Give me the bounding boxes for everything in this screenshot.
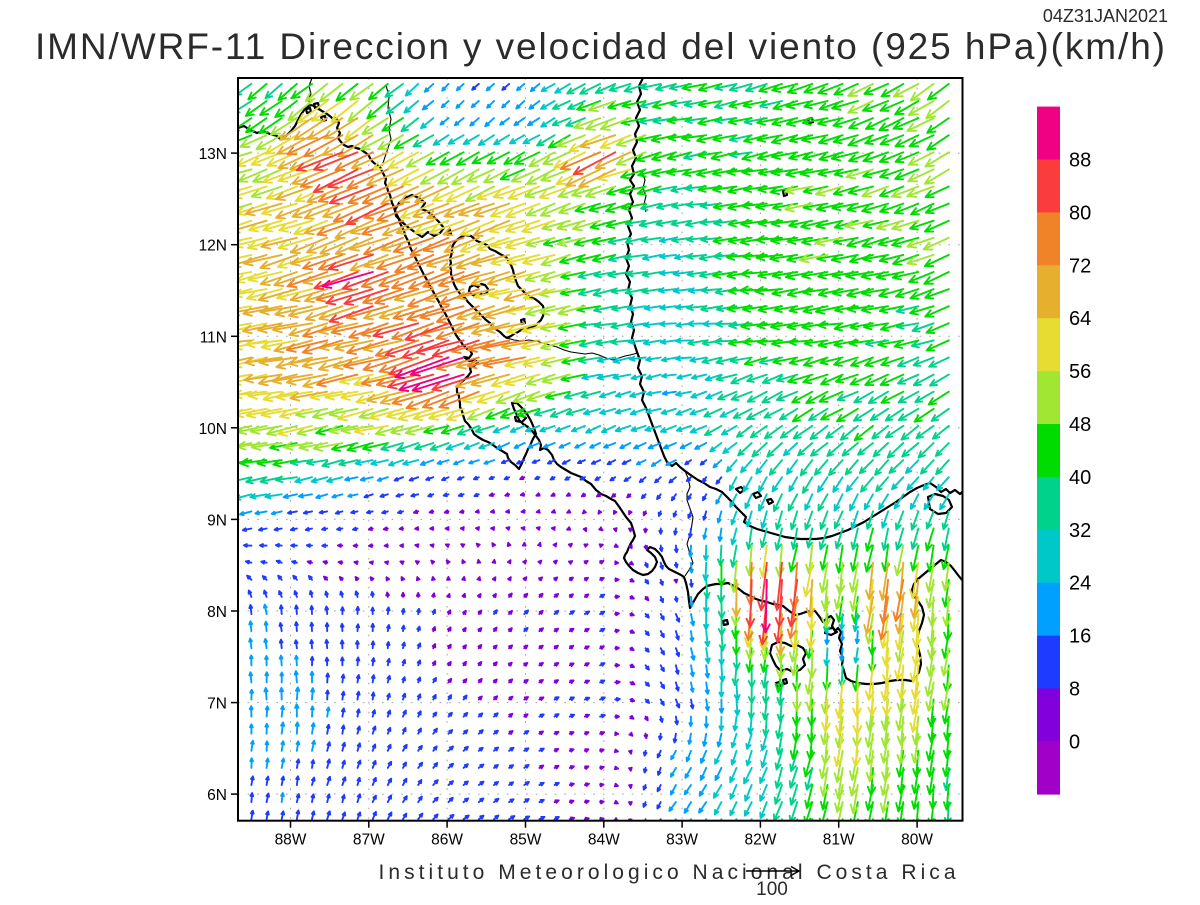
svg-text:64: 64 bbox=[1069, 308, 1091, 330]
svg-text:7N: 7N bbox=[207, 696, 227, 713]
svg-text:8N: 8N bbox=[207, 604, 227, 621]
svg-text:11N: 11N bbox=[200, 329, 227, 346]
svg-text:88W: 88W bbox=[275, 832, 307, 849]
svg-text:8: 8 bbox=[1069, 679, 1080, 701]
svg-text:24: 24 bbox=[1069, 573, 1091, 595]
svg-text:85W: 85W bbox=[510, 832, 542, 849]
svg-text:87W: 87W bbox=[353, 832, 385, 849]
svg-text:84W: 84W bbox=[588, 832, 620, 849]
svg-text:0: 0 bbox=[1069, 731, 1080, 753]
svg-text:82W: 82W bbox=[744, 832, 776, 849]
svg-text:13N: 13N bbox=[199, 146, 227, 163]
svg-text:56: 56 bbox=[1069, 361, 1091, 383]
svg-text:6N: 6N bbox=[207, 787, 227, 804]
svg-text:32: 32 bbox=[1069, 520, 1091, 542]
svg-text:48: 48 bbox=[1069, 414, 1091, 436]
svg-text:16: 16 bbox=[1069, 626, 1091, 648]
svg-text:86W: 86W bbox=[431, 832, 463, 849]
svg-text:04Z31JAN2021: 04Z31JAN2021 bbox=[1043, 6, 1168, 26]
svg-text:12N: 12N bbox=[199, 238, 227, 255]
svg-text:80W: 80W bbox=[901, 832, 933, 849]
svg-text:81W: 81W bbox=[823, 832, 855, 849]
svg-text:40: 40 bbox=[1069, 467, 1091, 489]
svg-text:100: 100 bbox=[756, 879, 788, 900]
svg-text:80: 80 bbox=[1069, 202, 1091, 224]
svg-text:10N: 10N bbox=[199, 421, 227, 438]
svg-text:83W: 83W bbox=[666, 832, 698, 849]
svg-text:Instituto Meteorologico Nacion: Instituto Meteorologico Nacional Costa R… bbox=[379, 861, 956, 884]
svg-text:88: 88 bbox=[1069, 150, 1091, 172]
svg-text:72: 72 bbox=[1069, 255, 1091, 277]
svg-text:9N: 9N bbox=[207, 512, 227, 529]
